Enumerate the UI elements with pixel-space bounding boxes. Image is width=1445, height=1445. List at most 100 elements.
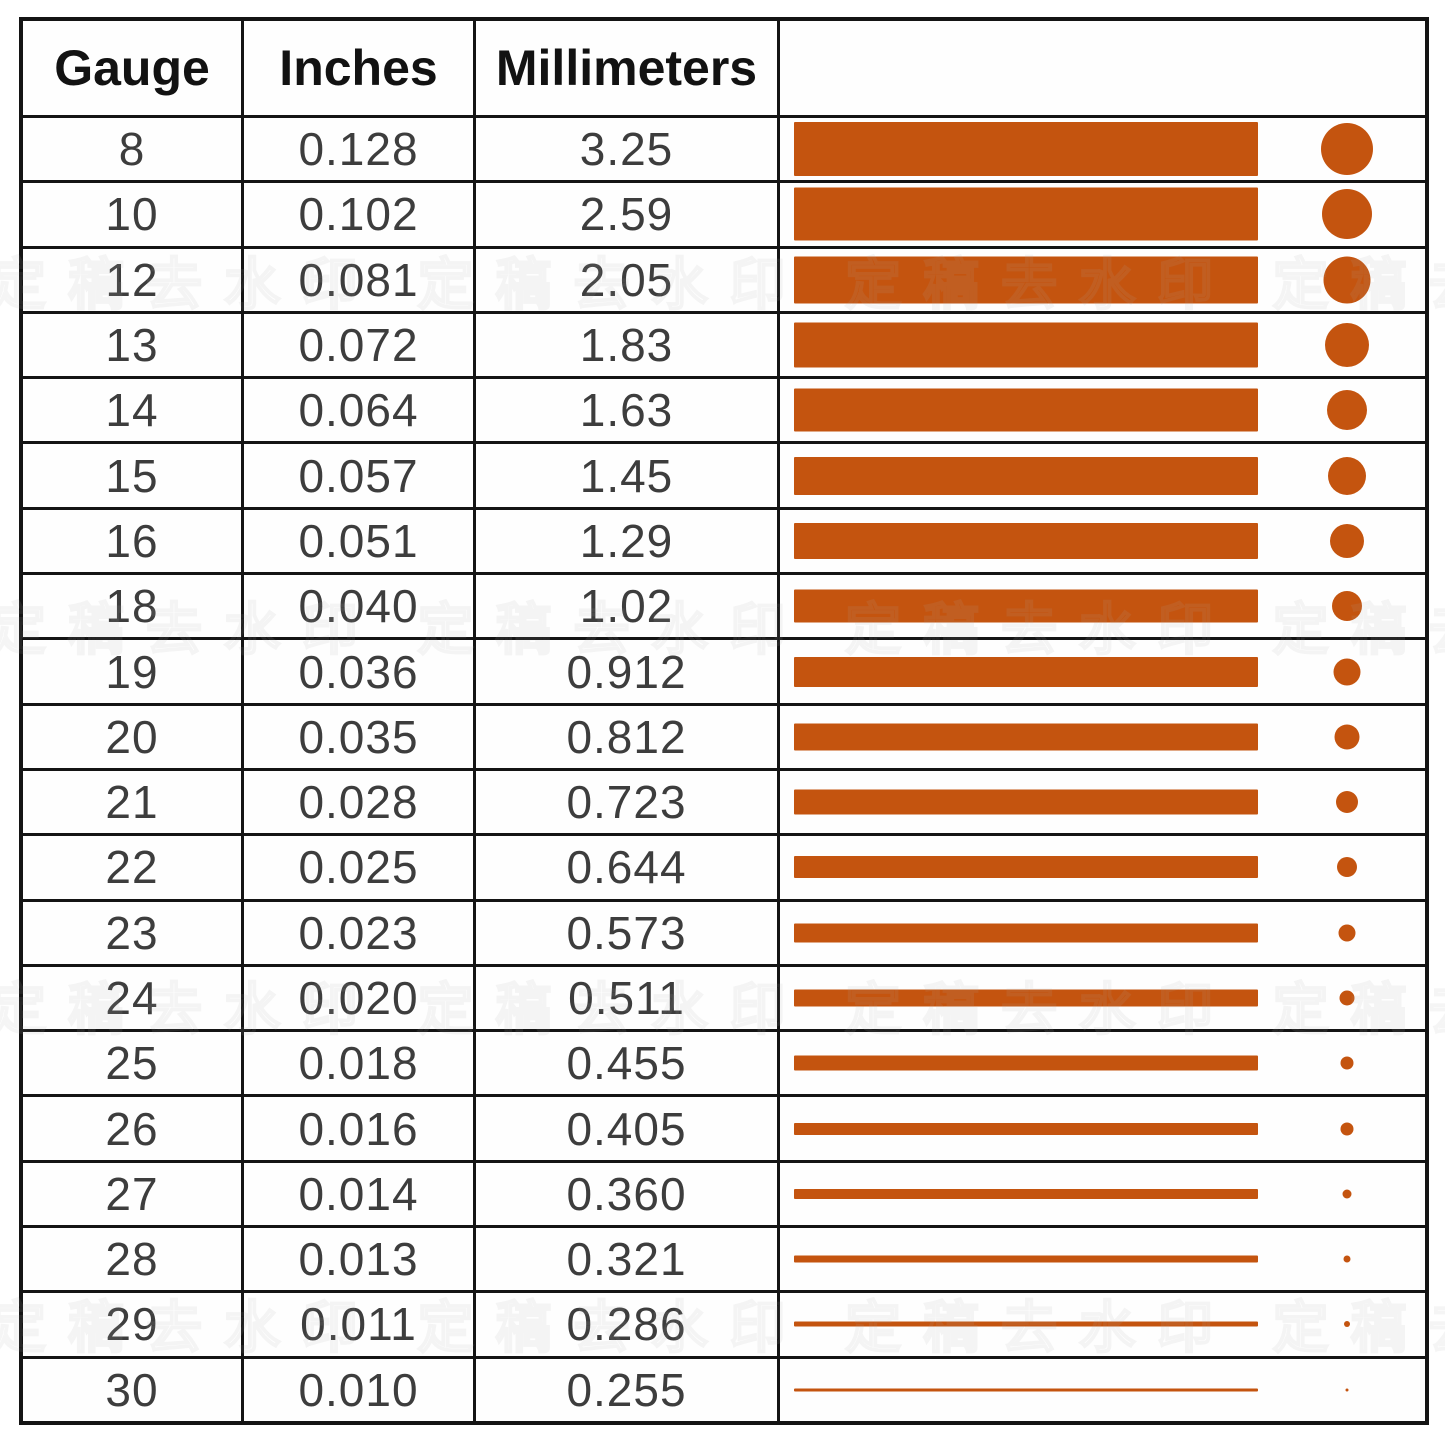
thickness-visual-cell xyxy=(780,1228,1425,1290)
thickness-visual-cell xyxy=(780,706,1425,768)
cross-section-dot xyxy=(1343,1255,1351,1263)
thickness-bar xyxy=(794,456,1258,495)
cross-section-dot xyxy=(1337,857,1357,878)
millimeters-value: 0.723 xyxy=(476,770,780,834)
millimeters-value: 1.02 xyxy=(476,575,780,638)
column-header-inches: Inches xyxy=(244,21,476,115)
cross-section-dot xyxy=(1345,1388,1349,1392)
inches-value: 0.128 xyxy=(244,118,476,181)
cross-section-dot xyxy=(1340,1056,1354,1070)
cross-section-dot xyxy=(1344,1321,1350,1328)
thickness-visual-cell xyxy=(780,510,1425,572)
thickness-bar xyxy=(794,923,1258,943)
gauge-value: 8 xyxy=(23,118,244,181)
thickness-visual-cell xyxy=(780,1359,1425,1421)
gauge-value: 23 xyxy=(23,901,244,964)
thickness-bar xyxy=(794,187,1258,241)
cross-section-dot xyxy=(1336,791,1358,814)
inches-value: 0.020 xyxy=(244,966,476,1030)
millimeters-value: 0.812 xyxy=(476,705,780,768)
thickness-bar xyxy=(794,856,1258,879)
cross-section-dot xyxy=(1332,591,1362,622)
gauge-value: 27 xyxy=(23,1162,244,1226)
thickness-visual-cell xyxy=(780,1293,1425,1355)
table-row: 29 0.011 0.286 xyxy=(23,1293,1425,1359)
gauge-value: 16 xyxy=(23,509,244,573)
thickness-visual-cell xyxy=(780,771,1425,833)
millimeters-value: 0.644 xyxy=(476,836,780,899)
millimeters-value: 3.25 xyxy=(476,118,780,181)
table-row: 15 0.057 1.45 xyxy=(23,444,1425,510)
inches-value: 0.014 xyxy=(244,1162,476,1226)
inches-value: 0.011 xyxy=(244,1293,476,1356)
gauge-value: 25 xyxy=(23,1032,244,1095)
column-header-visual xyxy=(780,21,1425,115)
cross-section-dot xyxy=(1322,189,1372,240)
table-row: 22 0.025 0.644 xyxy=(23,836,1425,902)
cross-section-dot xyxy=(1333,658,1361,686)
thickness-bar xyxy=(794,989,1258,1007)
table-row: 20 0.035 0.812 xyxy=(23,705,1425,771)
thickness-visual-cell xyxy=(780,640,1425,702)
table-row: 12 0.081 2.05 xyxy=(23,248,1425,314)
thickness-bar xyxy=(794,1321,1258,1327)
inches-value: 0.023 xyxy=(244,901,476,964)
thickness-bar xyxy=(794,522,1258,559)
gauge-value: 24 xyxy=(23,966,244,1030)
table-row: 21 0.028 0.723 xyxy=(23,770,1425,837)
thickness-visual-cell xyxy=(780,249,1425,311)
millimeters-value: 1.29 xyxy=(476,509,780,573)
column-header-gauge: Gauge xyxy=(23,21,244,115)
millimeters-value: 0.255 xyxy=(476,1358,780,1421)
inches-value: 0.081 xyxy=(244,248,476,311)
gauge-value: 15 xyxy=(23,444,244,507)
gauge-value: 14 xyxy=(23,379,244,442)
table-row: 30 0.010 0.255 xyxy=(23,1358,1425,1421)
inches-value: 0.016 xyxy=(244,1097,476,1160)
thickness-bar xyxy=(794,1388,1258,1392)
thickness-visual-cell xyxy=(780,379,1425,441)
inches-value: 0.036 xyxy=(244,640,476,703)
inches-value: 0.035 xyxy=(244,705,476,768)
gauge-value: 21 xyxy=(23,770,244,834)
thickness-visual-cell xyxy=(780,1032,1425,1094)
table-header-row: Gauge Inches Millimeters xyxy=(23,21,1425,118)
thickness-bar xyxy=(794,1055,1258,1071)
inches-value: 0.018 xyxy=(244,1032,476,1095)
thickness-bar xyxy=(794,122,1258,177)
inches-value: 0.025 xyxy=(244,836,476,899)
cross-section-dot xyxy=(1321,123,1373,176)
table-row: 23 0.023 0.573 xyxy=(23,901,1425,967)
gauge-table: Gauge Inches Millimeters 8 0.128 3.25 10… xyxy=(19,17,1429,1425)
thickness-visual-cell xyxy=(780,575,1425,637)
table-row: 24 0.020 0.511 xyxy=(23,966,1425,1033)
thickness-bar xyxy=(794,388,1258,432)
millimeters-value: 2.05 xyxy=(476,248,780,311)
gauge-value: 28 xyxy=(23,1228,244,1291)
gauge-value: 10 xyxy=(23,183,244,246)
millimeters-value: 0.912 xyxy=(476,640,780,703)
gauge-value: 26 xyxy=(23,1097,244,1160)
millimeters-value: 0.511 xyxy=(476,966,780,1030)
thickness-bar xyxy=(794,256,1258,304)
thickness-visual-cell xyxy=(780,967,1425,1029)
thickness-visual-cell xyxy=(780,183,1425,245)
thickness-visual-cell xyxy=(780,1163,1425,1225)
inches-value: 0.064 xyxy=(244,379,476,442)
cross-section-dot xyxy=(1338,924,1356,942)
millimeters-value: 0.455 xyxy=(476,1032,780,1095)
thickness-bar xyxy=(794,589,1258,623)
thickness-bar xyxy=(794,656,1258,687)
thickness-visual-cell xyxy=(780,444,1425,506)
millimeters-value: 1.45 xyxy=(476,444,780,507)
inches-value: 0.013 xyxy=(244,1228,476,1291)
cross-section-dot xyxy=(1340,1122,1354,1136)
millimeters-value: 0.573 xyxy=(476,901,780,964)
gauge-value: 29 xyxy=(23,1293,244,1356)
inches-value: 0.051 xyxy=(244,509,476,573)
table-row: 19 0.036 0.912 xyxy=(23,640,1425,706)
cross-section-dot xyxy=(1328,456,1366,495)
table-row: 8 0.128 3.25 xyxy=(23,118,1425,184)
cross-section-dot xyxy=(1334,724,1360,750)
